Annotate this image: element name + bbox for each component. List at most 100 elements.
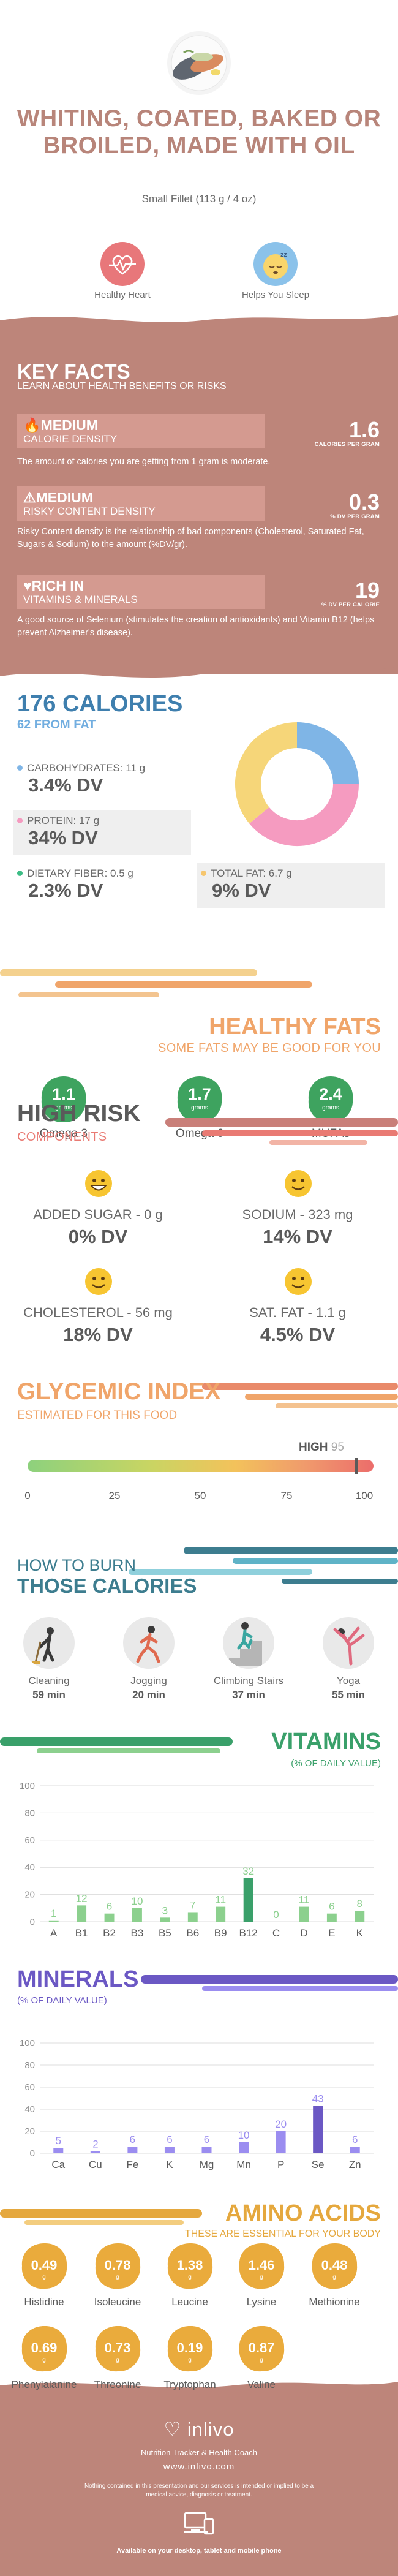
cleaning-person-icon bbox=[23, 1617, 75, 1669]
y-tick-label: 20 bbox=[24, 1890, 35, 1900]
activity-yoga: Yoga 55 min bbox=[302, 1617, 394, 1701]
activity-jogging: Jogging 20 min bbox=[103, 1617, 195, 1701]
glycemic-tick: 0 bbox=[24, 1490, 31, 1501]
bar-value-label: 2 bbox=[92, 2138, 98, 2150]
fact-name: RISKY CONTENT DENSITY bbox=[23, 505, 156, 517]
heart-logo-icon: ♡ bbox=[163, 2419, 182, 2440]
legend-dot bbox=[17, 871, 23, 876]
x-tick-label: B6 bbox=[186, 1927, 199, 1939]
fact-level: RICH IN bbox=[31, 578, 84, 594]
x-tick-label: C bbox=[272, 1927, 280, 1939]
bar-D bbox=[299, 1906, 309, 1922]
x-tick-label: Cu bbox=[89, 2159, 102, 2170]
footer-tagline: Nutrition Tracker & Health Coach bbox=[140, 2448, 258, 2457]
x-tick-label: P bbox=[277, 2159, 284, 2170]
bar-value-label: 32 bbox=[242, 1865, 254, 1877]
smiling-face-icon bbox=[285, 1268, 312, 1295]
glycemic-tick: 25 bbox=[108, 1490, 121, 1501]
calorie-donut-chart bbox=[235, 722, 359, 846]
nutrient-dv: 9% DV bbox=[212, 880, 271, 901]
activity-name: Cleaning bbox=[28, 1675, 70, 1686]
amino-label: Histidine bbox=[24, 2296, 64, 2308]
amino-label: Lysine bbox=[246, 2296, 277, 2308]
fact-description: A good source of Selenium (stimulates th… bbox=[17, 615, 375, 638]
nutrient-fiber: DIETARY FIBER: 0.5 g 2.3% DV bbox=[13, 863, 191, 908]
flame-icon: 🔥 bbox=[23, 417, 41, 433]
bar-value-label: 11 bbox=[299, 1894, 310, 1906]
amino-value: 0.48 bbox=[321, 2257, 348, 2273]
mufa-blob: 2.4 grams bbox=[306, 1075, 355, 1124]
calories-title: 176 CALORIES bbox=[17, 691, 183, 717]
legend-dot bbox=[17, 765, 23, 771]
glycemic-level: HIGH bbox=[299, 1441, 328, 1454]
page-title: WHITING, COATED, BAKED OR BROILED, MADE … bbox=[17, 105, 381, 159]
nutrient-label: PROTEIN: 17 g bbox=[27, 815, 100, 826]
jogging-person-icon bbox=[123, 1617, 175, 1669]
y-tick-label: 40 bbox=[24, 1862, 35, 1873]
nutrient-label: DIETARY FIBER: 0.5 g bbox=[27, 867, 133, 879]
amino-blob-lysine: 1.46 g bbox=[238, 2242, 285, 2290]
amino-value: 0.19 bbox=[176, 2340, 203, 2355]
amino-value: 1.38 bbox=[176, 2257, 203, 2273]
bar-B3 bbox=[132, 1908, 142, 1922]
bar-value-label: 0 bbox=[273, 1909, 279, 1921]
y-tick-label: 60 bbox=[24, 2082, 35, 2093]
glycemic-tick: 100 bbox=[355, 1490, 374, 1501]
glycemic-value: 95 bbox=[331, 1441, 344, 1454]
fact-value: 0.3 bbox=[348, 489, 380, 515]
amino-unit: g bbox=[42, 2274, 46, 2281]
amino-unit: g bbox=[116, 2274, 119, 2281]
amino-blob-histidine: 0.49 g bbox=[20, 2242, 68, 2290]
nutrient-carbohydrates: CARBOHYDRATES: 11 g 3.4% DV bbox=[13, 757, 191, 803]
calories-from-fat: 62 FROM FAT bbox=[17, 718, 96, 731]
bar-value-label: 6 bbox=[204, 2134, 209, 2145]
amino-blob-valine: 0.87 g bbox=[238, 2325, 285, 2373]
amino-blob-phenylalanine: 0.69 g bbox=[20, 2325, 68, 2373]
vitamins-subtitle: (% OF DAILY VALUE) bbox=[291, 1758, 381, 1769]
footer-url[interactable]: www.inlivo.com bbox=[163, 2461, 235, 2472]
amino-label: Isoleucine bbox=[94, 2296, 141, 2308]
amino-label: Phenylalanine bbox=[11, 2379, 77, 2390]
fact-vitamins-minerals: ♥RICH IN VITAMINS & MINERALS bbox=[17, 575, 265, 609]
footer-brand[interactable]: ♡ inlivo bbox=[0, 2419, 398, 2441]
x-tick-label: B5 bbox=[159, 1927, 171, 1939]
footer bbox=[0, 2392, 398, 2576]
fact-name: CALORIE DENSITY bbox=[23, 433, 118, 445]
minerals-subtitle: (% OF DAILY VALUE) bbox=[17, 1995, 107, 2006]
fact-description: The amount of calories you are getting f… bbox=[17, 457, 271, 467]
fat-value: 1.1 bbox=[52, 1085, 75, 1103]
activity-cleaning: Cleaning 59 min bbox=[3, 1617, 95, 1701]
amino-unit: g bbox=[332, 2274, 336, 2281]
fat-unit: grams bbox=[322, 1105, 339, 1111]
activity-minutes: 37 min bbox=[232, 1689, 265, 1701]
risk-label: CHOLESTEROL - 56 mg bbox=[23, 1305, 173, 1320]
bar-Ca bbox=[53, 2148, 64, 2153]
amino-unit: g bbox=[116, 2357, 119, 2363]
x-tick-label: Zn bbox=[349, 2159, 361, 2170]
y-tick-label: 60 bbox=[24, 1835, 35, 1846]
warning-icon: ⚠ bbox=[23, 489, 36, 505]
fact-calorie-density: 🔥MEDIUM CALORIE DENSITY bbox=[17, 414, 265, 448]
badge-label: Healthy Heart bbox=[94, 290, 151, 300]
smiling-face-icon bbox=[285, 1170, 312, 1197]
footer-disclaimer: Nothing contained in this presentation a… bbox=[84, 2483, 314, 2498]
fact-name: VITAMINS & MINERALS bbox=[23, 594, 138, 605]
x-tick-label: B2 bbox=[103, 1927, 116, 1939]
x-tick-label: B3 bbox=[131, 1927, 144, 1939]
legend-dot bbox=[201, 871, 206, 876]
amino-blob-isoleucine: 0.78 g bbox=[94, 2242, 141, 2290]
nutrient-dv: 34% DV bbox=[28, 827, 98, 848]
fact-value: 1.6 bbox=[348, 417, 380, 442]
x-tick-label: Se bbox=[312, 2159, 325, 2170]
bar-value-label: 3 bbox=[162, 1905, 168, 1916]
omega6-blob: 1.7 grams bbox=[175, 1075, 224, 1124]
amino-unit: g bbox=[188, 2274, 192, 2281]
vitamins-title: VITAMINS bbox=[271, 1729, 381, 1754]
nutrient-label: CARBOHYDRATES: 11 g bbox=[27, 762, 146, 774]
x-tick-label: E bbox=[328, 1927, 335, 1939]
glycemic-tick: 75 bbox=[280, 1490, 293, 1501]
high-risk-subtitle: COMPONENTS bbox=[17, 1130, 107, 1144]
bar-value-label: 11 bbox=[215, 1894, 226, 1906]
fact-unit: % DV PER CALORIE bbox=[321, 602, 380, 608]
amino-unit: g bbox=[260, 2274, 263, 2281]
